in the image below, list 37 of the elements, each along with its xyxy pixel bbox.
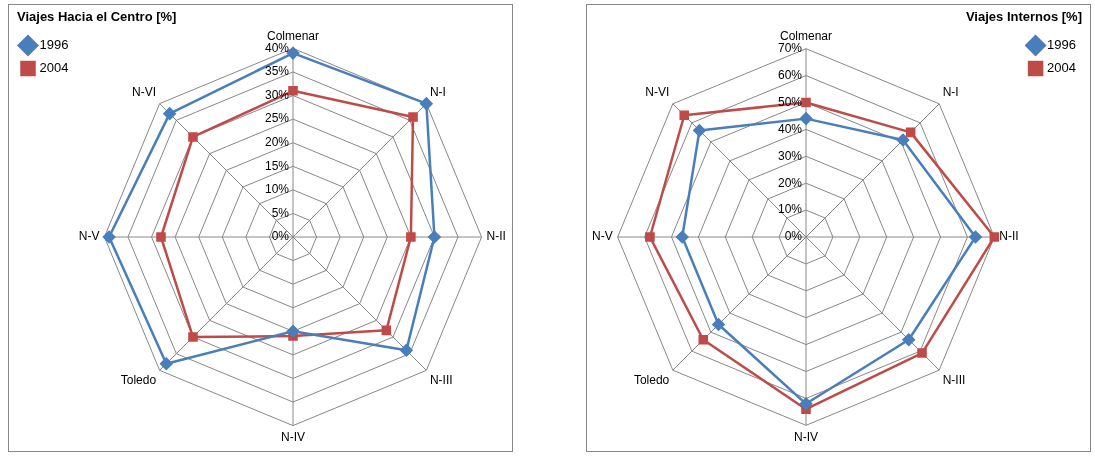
- spoke-label: Colmenar: [779, 28, 833, 43]
- y-tick-label: 40%: [777, 121, 803, 136]
- spoke-label: N-II: [486, 229, 506, 244]
- legend-label: 2004: [1047, 60, 1076, 76]
- spoke-label: N-IV: [794, 429, 818, 444]
- spoke-label: Colmenar: [266, 28, 320, 43]
- y-tick-label: 0%: [271, 229, 290, 244]
- spoke-label: Toledo: [633, 373, 670, 388]
- spoke-label: N-VI: [645, 85, 670, 100]
- y-tick-label: 60%: [777, 67, 803, 82]
- legend-label: 1996: [1047, 37, 1076, 53]
- y-tick-label: 10%: [264, 182, 290, 197]
- spoke-label: N-II: [999, 229, 1019, 244]
- spoke-label: N-III: [942, 373, 966, 388]
- y-tick-label: 15%: [264, 158, 290, 173]
- spoke-label: N-IV: [281, 430, 305, 445]
- y-tick-label: 35%: [264, 64, 290, 79]
- spoke-label: N-I: [942, 85, 959, 100]
- spoke-label: N-I: [429, 85, 446, 100]
- legend-label: 1996: [39, 37, 69, 53]
- y-tick-label: 30%: [777, 148, 803, 163]
- y-tick-label: 20%: [777, 175, 803, 190]
- legend-label: 2004: [39, 60, 69, 76]
- spoke-label: N-VI: [132, 85, 157, 100]
- spoke-label: N-V: [591, 229, 613, 244]
- chart-title: Viajes Hacia el Centro [%]: [16, 8, 178, 26]
- spoke-label: N-III: [429, 373, 453, 388]
- y-tick-label: 10%: [777, 202, 803, 217]
- y-tick-label: 20%: [264, 135, 290, 150]
- y-tick-label: 5%: [271, 205, 290, 220]
- y-tick-label: 0%: [784, 229, 803, 244]
- chart-title: Viajes Internos [%]: [964, 8, 1083, 26]
- y-tick-label: 40%: [264, 40, 290, 55]
- spoke-label: N-V: [78, 229, 100, 244]
- y-tick-label: 70%: [777, 40, 803, 55]
- y-tick-label: 25%: [264, 111, 290, 126]
- spoke-label: Toledo: [120, 373, 157, 388]
